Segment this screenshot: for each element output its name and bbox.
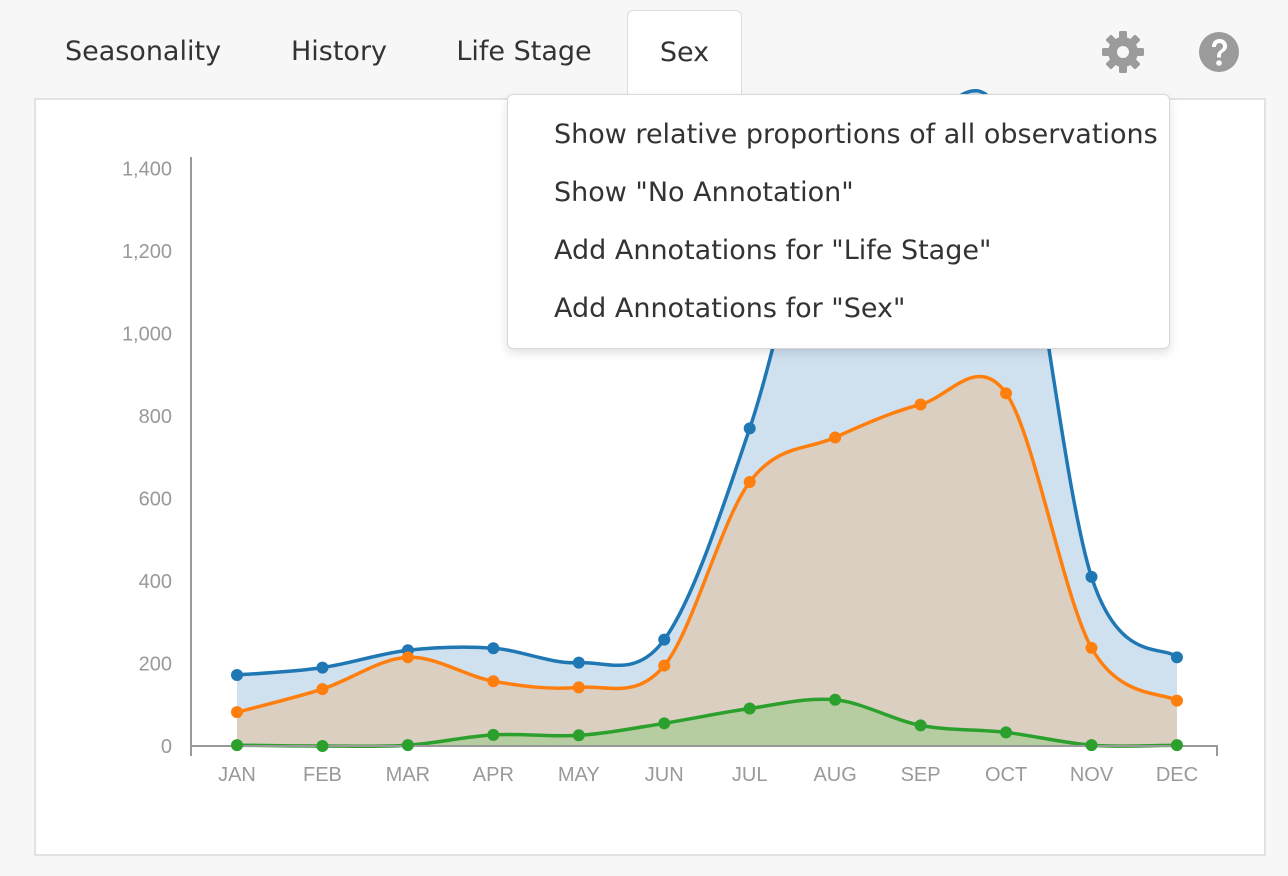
- series-2-point-may[interactable]: [572, 729, 585, 742]
- tab-life-stage[interactable]: Life Stage: [456, 36, 592, 67]
- x-tick-label-sep: SEP: [901, 764, 941, 786]
- x-tick-label-oct: OCT: [985, 764, 1027, 786]
- help-icon[interactable]: [1197, 30, 1241, 74]
- x-tick-label-aug: AUG: [813, 764, 856, 786]
- series-1-point-nov[interactable]: [1085, 641, 1098, 654]
- x-tick-label-apr: APR: [473, 764, 514, 786]
- y-tick-label: 1,400: [122, 159, 172, 181]
- series-1-point-may[interactable]: [572, 681, 585, 694]
- x-tick-label-jun: JUN: [645, 764, 684, 786]
- series-2-point-sep[interactable]: [914, 719, 927, 732]
- menu-item-add-sex-annotations[interactable]: Add Annotations for "Sex": [554, 293, 906, 324]
- series-1-point-jun[interactable]: [658, 659, 671, 672]
- series-1-point-oct[interactable]: [1000, 387, 1013, 400]
- y-tick-label: 400: [139, 571, 172, 593]
- series-1-area: [237, 376, 1177, 746]
- tab-bar: Seasonality History Life Stage Sex: [0, 0, 1288, 100]
- series-2-point-mar[interactable]: [401, 739, 414, 752]
- options-dropdown: Show relative proportions of all observa…: [507, 94, 1170, 349]
- menu-item-add-life-stage-annotations[interactable]: Add Annotations for "Life Stage": [554, 235, 992, 266]
- y-tick-label: 800: [139, 406, 172, 428]
- series-2-point-oct[interactable]: [1000, 726, 1013, 739]
- series-2-point-feb[interactable]: [316, 740, 329, 752]
- series-1-point-jul[interactable]: [743, 476, 756, 488]
- series-0-point-nov[interactable]: [1085, 570, 1098, 583]
- tab-seasonality[interactable]: Seasonality: [64, 36, 222, 67]
- menu-item-show-no-annotation[interactable]: Show "No Annotation": [554, 177, 854, 208]
- y-tick-label: 200: [139, 654, 172, 676]
- series-0-point-apr[interactable]: [487, 642, 500, 655]
- series-2-point-jan[interactable]: [231, 739, 243, 752]
- y-tick-label: 600: [139, 489, 172, 511]
- series-2-point-apr[interactable]: [487, 728, 500, 741]
- series-1-point-dec[interactable]: [1170, 694, 1183, 707]
- series-1-point-sep[interactable]: [914, 398, 927, 411]
- series-0-point-may[interactable]: [572, 656, 585, 669]
- series-1-point-mar[interactable]: [401, 651, 414, 664]
- series-2-point-jul[interactable]: [743, 702, 756, 715]
- x-tick-label-may: MAY: [558, 764, 600, 786]
- series-2-point-aug[interactable]: [829, 693, 842, 706]
- series-0-point-jun[interactable]: [658, 633, 671, 646]
- x-tick-label-feb: FEB: [303, 764, 342, 786]
- series-1-point-jan[interactable]: [231, 706, 243, 719]
- series-1-point-feb[interactable]: [316, 683, 329, 696]
- series-0-point-jul[interactable]: [743, 422, 756, 435]
- tab-sex[interactable]: Sex: [627, 10, 742, 100]
- series-0-point-jan[interactable]: [231, 669, 243, 682]
- x-tick-label-nov: NOV: [1070, 764, 1114, 786]
- x-tick-label-jan: JAN: [218, 764, 256, 786]
- x-tick-label-jul: JUL: [732, 764, 768, 786]
- series-2-point-nov[interactable]: [1085, 739, 1098, 752]
- x-tick-label-dec: DEC: [1156, 764, 1198, 786]
- series-2-point-jun[interactable]: [658, 717, 671, 730]
- x-tick-label-mar: MAR: [386, 764, 430, 786]
- series-0-point-dec[interactable]: [1170, 651, 1183, 664]
- series-0-point-feb[interactable]: [316, 661, 329, 674]
- series-1-point-apr[interactable]: [487, 675, 500, 688]
- y-tick-label: 1,200: [122, 241, 172, 263]
- y-tick-label: 0: [161, 736, 172, 758]
- series-1-point-aug[interactable]: [829, 431, 842, 444]
- gear-icon[interactable]: [1101, 30, 1145, 74]
- series-2-point-dec[interactable]: [1170, 739, 1183, 752]
- tab-history[interactable]: History: [290, 36, 388, 67]
- series-2-area: [237, 699, 1177, 747]
- y-tick-label: 1,000: [122, 324, 172, 346]
- menu-item-show-relative-proportions[interactable]: Show relative proportions of all observa…: [554, 119, 1158, 150]
